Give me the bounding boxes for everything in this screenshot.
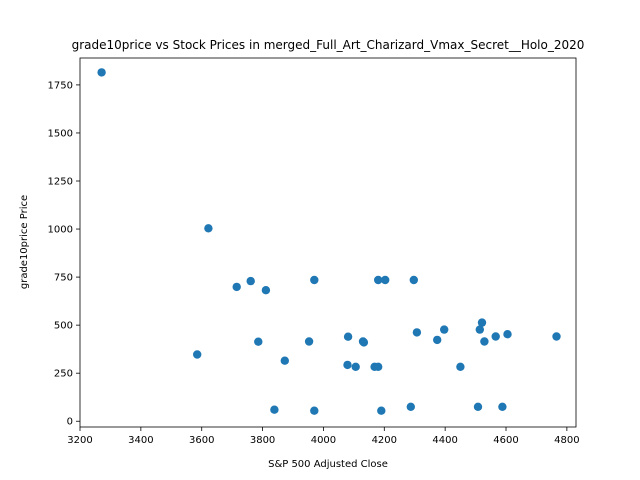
y-tick-label-7: 1750 [48,80,73,91]
data-points [97,68,561,415]
x-tick-label-1: 3400 [128,435,153,446]
x-tick-label-3: 3800 [250,435,275,446]
data-point-14 [351,362,360,371]
chart-title: grade10price vs Stock Prices in merged_F… [72,38,585,52]
data-point-31 [480,337,489,346]
data-point-12 [343,360,352,370]
data-point-13 [343,332,353,341]
data-point-1 [204,224,213,233]
x-tick-label-5: 4200 [372,435,397,446]
data-point-22 [406,402,415,411]
data-point-3 [232,282,241,292]
data-point-33 [498,402,507,411]
data-point-5 [254,337,263,346]
plot-frame [79,57,577,428]
y-tick-label-6: 1500 [48,128,73,139]
data-point-11 [310,406,319,415]
x-tick-label-0: 3200 [67,435,92,446]
data-point-7 [270,405,279,414]
x-tick-label-8: 4800 [554,435,579,446]
data-point-34 [503,330,512,339]
x-tick-label-6: 4400 [432,435,457,446]
data-point-19 [374,362,383,371]
data-point-21 [381,275,390,285]
data-point-6 [261,286,271,295]
y-axis-label: grade10price Price [19,195,30,289]
data-point-4 [246,276,255,286]
y-tick-label-4: 1000 [48,225,73,236]
data-point-9 [304,337,314,346]
y-tick-label-2: 500 [54,321,73,332]
y-tick-label-5: 1250 [48,177,73,188]
data-point-2 [193,350,202,359]
data-point-27 [456,362,465,371]
x-axis-ticks: 3200 3400 3600 3800 4000 4200 4400 4600 4800 [67,427,580,446]
data-point-18 [374,275,383,285]
y-tick-label-0: 0 [67,417,73,428]
data-point-20 [377,406,386,415]
data-point-28 [473,402,483,411]
plot-background [80,58,576,427]
y-tick-label-3: 750 [54,273,73,284]
x-tick-label-2: 3600 [189,435,214,446]
data-point-29 [475,325,484,334]
data-point-30 [477,318,487,327]
data-point-10 [310,275,319,285]
x-tick-label-7: 4600 [493,435,518,446]
data-point-23 [409,275,418,285]
data-point-24 [412,328,422,337]
y-tick-label-1: 250 [54,369,73,380]
x-tick-label-4: 4000 [311,435,336,446]
data-point-35 [552,332,561,341]
data-point-32 [491,332,500,341]
x-axis-label: S&P 500 Adjusted Close [268,459,388,470]
y-axis-ticks: 0 250 500 750 1000 1250 1500 1750 [48,80,80,428]
data-point-26 [440,325,449,334]
data-point-25 [433,335,442,345]
data-point-8 [280,356,289,365]
data-point-16 [359,338,369,347]
data-point-0 [97,68,106,77]
